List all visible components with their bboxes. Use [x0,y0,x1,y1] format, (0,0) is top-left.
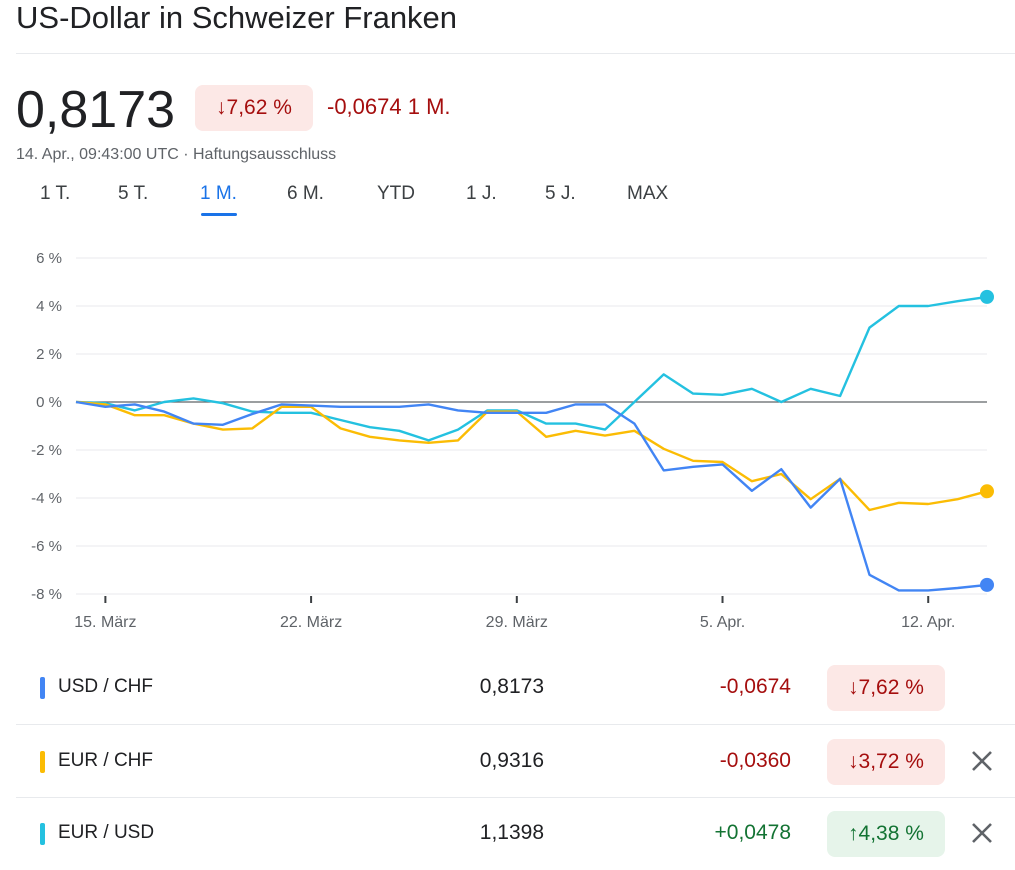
y-tick-label: -2 % [31,442,62,459]
series-line-usd-chf [75,400,988,592]
pct-change-value: 7,62 % [226,96,292,119]
table-row[interactable]: USD / CHF 0,8173 -0,0674 ↓7,62 % [16,651,1015,724]
series-line-eur-usd [75,295,988,442]
x-tick-label: 15. März [74,614,136,631]
x-tick-label: 22. März [280,614,342,631]
series-endpoint-usd-chf [980,577,994,592]
y-tick-label: 4 % [36,298,62,315]
x-tick-label: 29. März [486,614,548,631]
tab-max[interactable]: MAX [627,183,669,204]
y-tick-label: -8 % [31,586,62,603]
tab-5t[interactable]: 5 T. [118,183,149,204]
pair-label: USD / CHF [58,676,153,697]
x-tick-label: 5. Apr. [700,614,745,631]
row-divider [16,797,1015,798]
tab-5j[interactable]: 5 J. [545,183,576,204]
arrow-down-icon: ↓ [848,676,859,699]
tab-1j[interactable]: 1 J. [466,183,497,204]
row-divider [16,724,1015,725]
pair-value: 1,1398 [479,821,544,844]
close-icon[interactable] [966,817,998,849]
arrow-up-icon: ↑ [848,822,859,845]
tab-ytd[interactable]: YTD [377,183,415,204]
pair-value: 0,8173 [479,675,544,698]
pct-change-badge: ↓7,62 % [195,85,313,131]
series-endpoint-eur-chf [980,484,994,499]
timestamp-disclaimer: 14. Apr., 09:43:00 UTC · Haftungsausschl… [16,146,337,163]
pair-change: +0,0478 [714,821,792,844]
abs-change: -0,0674 1 M. [327,94,451,119]
pair-value: 0,9316 [479,749,544,772]
range-tabs: 1 T. 5 T. 1 M. 6 M. YTD 1 J. 5 J. MAX [0,183,1015,223]
close-icon[interactable] [966,745,998,777]
pair-pct-badge: ↑4,38 % [827,811,945,857]
y-tick-label: 6 % [36,250,62,267]
pair-pct-value: 4,38 % [858,822,924,845]
page-title: US-Dollar in Schweizer Franken [16,0,458,35]
y-tick-label: 0 % [36,394,62,411]
y-tick-label: 2 % [36,346,62,363]
pair-label: EUR / CHF [58,750,153,771]
arrow-down-icon: ↓ [848,750,859,773]
pair-pct-badge: ↓3,72 % [827,739,945,785]
tab-1m[interactable]: 1 M. [200,183,237,204]
pair-label: EUR / USD [58,822,155,843]
x-tick-label: 12. Apr. [901,614,955,631]
table-row[interactable]: EUR / USD 1,1398 +0,0478 ↑4,38 % [16,797,1015,870]
y-tick-label: -6 % [31,538,62,555]
series-swatch [40,751,45,773]
pair-pct-value: 7,62 % [858,676,924,699]
pair-pct-badge: ↓7,62 % [827,665,945,711]
pair-pct-value: 3,72 % [858,750,924,773]
series-swatch [40,823,45,845]
table-row[interactable]: EUR / CHF 0,9316 -0,0360 ↓3,72 % [16,725,1015,798]
series-endpoint-eur-usd [980,289,994,304]
pair-change: -0,0674 [719,675,791,698]
current-price: 0,8173 [16,81,176,139]
tab-1t[interactable]: 1 T. [40,183,71,204]
pair-change: -0,0360 [719,749,791,772]
arrow-down-icon: ↓ [216,96,227,119]
active-tab-indicator [201,213,237,216]
y-tick-label: -4 % [31,490,62,507]
tab-6m[interactable]: 6 M. [287,183,324,204]
header-divider [16,53,1015,54]
series-swatch [40,677,45,699]
